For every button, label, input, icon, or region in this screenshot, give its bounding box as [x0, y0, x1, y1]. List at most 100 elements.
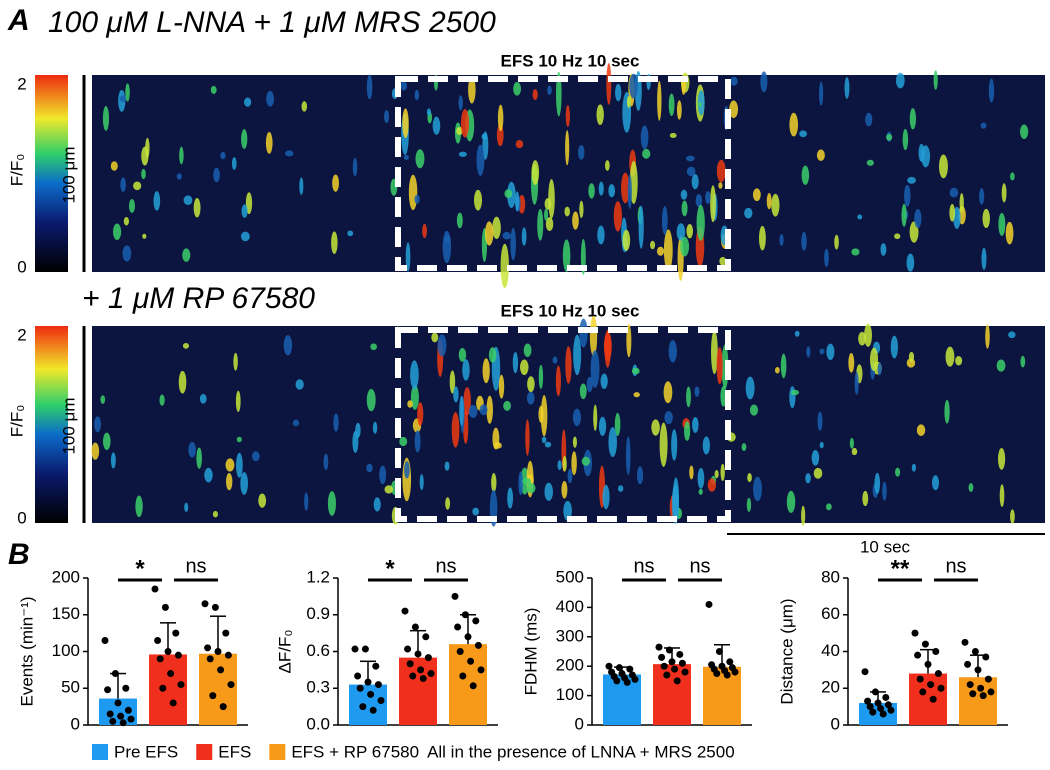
heatmap-streak	[178, 370, 187, 394]
data-point	[119, 719, 127, 727]
heatmap-streak	[572, 408, 582, 427]
heatmap-streak	[880, 243, 887, 256]
heatmap-streak	[231, 157, 237, 170]
heatmap-streak	[384, 485, 394, 494]
heatmap-streak	[556, 71, 562, 117]
heatmap-streak	[220, 151, 226, 160]
heatmap-streak	[522, 478, 532, 485]
data-point	[214, 648, 222, 655]
heatmap-streak	[241, 129, 248, 149]
data-point	[114, 699, 122, 707]
heatmap-streak	[752, 188, 761, 202]
heatmap-streak	[955, 356, 963, 366]
heatmap-streak	[512, 352, 519, 374]
heatmap-streak	[982, 208, 990, 229]
colorbar-max: 2	[17, 74, 26, 93]
heatmap-streak	[492, 216, 501, 240]
heatmap-streak	[102, 105, 110, 131]
heatmap-streak	[627, 174, 632, 209]
heatmap-streak	[933, 70, 938, 90]
heatmap-streak	[780, 353, 787, 379]
scale-label: 100 μm	[59, 146, 78, 203]
heatmap-streak	[718, 182, 723, 189]
heatmap-streak	[481, 133, 488, 141]
heatmap-streak	[691, 174, 699, 190]
y-tick-label: 0	[71, 714, 80, 733]
data-point	[882, 693, 890, 701]
data-point	[174, 651, 182, 659]
heatmap-streak	[848, 352, 855, 373]
heatmap-streak	[125, 83, 130, 102]
heatmap-streak	[292, 419, 300, 427]
data-point	[987, 688, 995, 696]
heatmap-streak	[210, 85, 217, 94]
data-point	[101, 636, 109, 644]
significance-label: *	[135, 555, 145, 582]
data-point	[676, 650, 684, 658]
heatmap-streak	[547, 85, 552, 96]
heatmap-streak	[460, 108, 470, 138]
data-point	[459, 672, 467, 680]
heatmap-streak	[697, 467, 705, 489]
heatmap-streak	[642, 148, 651, 159]
heatmap-streak	[916, 424, 926, 436]
data-point	[222, 629, 230, 637]
heatmap-streak	[497, 104, 504, 132]
heatmap-streak	[410, 360, 419, 390]
heatmap-streak	[581, 456, 590, 466]
heatmap-streak	[615, 83, 622, 102]
heatmap-streak	[744, 207, 753, 219]
heatmap-streak	[133, 181, 142, 191]
heatmap-streak	[432, 116, 441, 135]
data-point	[111, 670, 119, 678]
heatmap-streak	[686, 386, 691, 408]
heatmap-streak	[686, 166, 696, 177]
heatmap-streak	[366, 74, 373, 100]
heatmap-streak	[251, 451, 260, 462]
data-point	[372, 662, 380, 670]
heatmap-streak	[540, 395, 548, 437]
heatmap-streak	[451, 412, 460, 448]
heatmap-streak	[531, 160, 540, 185]
y-tick-label: 300	[556, 626, 584, 645]
heatmap-streak	[819, 348, 825, 355]
heatmap-streak	[110, 452, 116, 469]
data-point	[159, 684, 167, 692]
y-tick-label: 1.2	[306, 567, 330, 586]
y-tick-label: 40	[821, 641, 840, 660]
data-point	[169, 699, 177, 707]
heatmap-streak	[502, 231, 512, 240]
heatmap-streak	[521, 227, 527, 246]
heatmap-streak	[415, 149, 425, 169]
data-point	[731, 668, 739, 676]
data-point	[451, 592, 459, 600]
data-point	[161, 603, 169, 611]
heatmap-streak	[579, 383, 587, 400]
data-point	[211, 603, 219, 611]
data-point	[201, 600, 209, 608]
heatmap-streak	[476, 144, 485, 176]
heatmap-streak	[716, 347, 723, 385]
heatmap-streak	[669, 132, 677, 139]
stim-window	[395, 327, 731, 522]
heatmap-streak	[414, 89, 420, 101]
data-point	[919, 688, 927, 696]
heatmap-streak	[799, 130, 808, 138]
data-point	[605, 662, 613, 670]
heatmap-streak	[874, 472, 881, 494]
heatmap-streak	[188, 442, 196, 458]
heatmap-streak	[870, 347, 879, 372]
heatmap-streak	[826, 343, 835, 361]
legend-swatch	[196, 744, 213, 760]
heatmap-streak	[663, 229, 673, 271]
data-point	[914, 651, 922, 659]
heatmap-streak	[567, 468, 573, 484]
heatmap-streak	[714, 469, 719, 479]
heatmap-streak	[544, 198, 552, 210]
heatmap-streak	[633, 392, 640, 398]
heatmap-streak	[355, 422, 361, 438]
y-axis-label: Distance (μm)	[777, 598, 796, 704]
heatmap-streak	[431, 332, 439, 343]
heatmap-streak	[366, 388, 376, 412]
heatmap-streak	[865, 112, 873, 127]
